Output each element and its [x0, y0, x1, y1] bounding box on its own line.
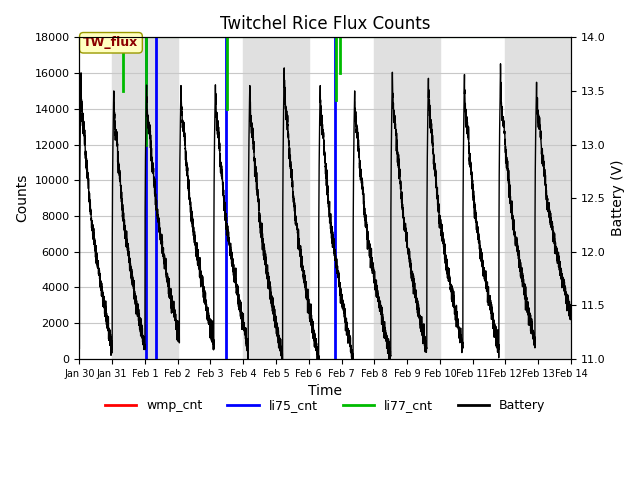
Bar [506, 37, 571, 359]
Bar [243, 37, 309, 359]
Text: TW_flux: TW_flux [83, 36, 139, 49]
Title: Twitchel Rice Flux Counts: Twitchel Rice Flux Counts [220, 15, 431, 33]
X-axis label: Time: Time [308, 384, 342, 398]
Bar [112, 37, 178, 359]
Y-axis label: Counts: Counts [15, 174, 29, 222]
Y-axis label: Battery (V): Battery (V) [611, 160, 625, 236]
Legend: wmp_cnt, li75_cnt, li77_cnt, Battery: wmp_cnt, li75_cnt, li77_cnt, Battery [100, 394, 550, 417]
Bar [374, 37, 440, 359]
